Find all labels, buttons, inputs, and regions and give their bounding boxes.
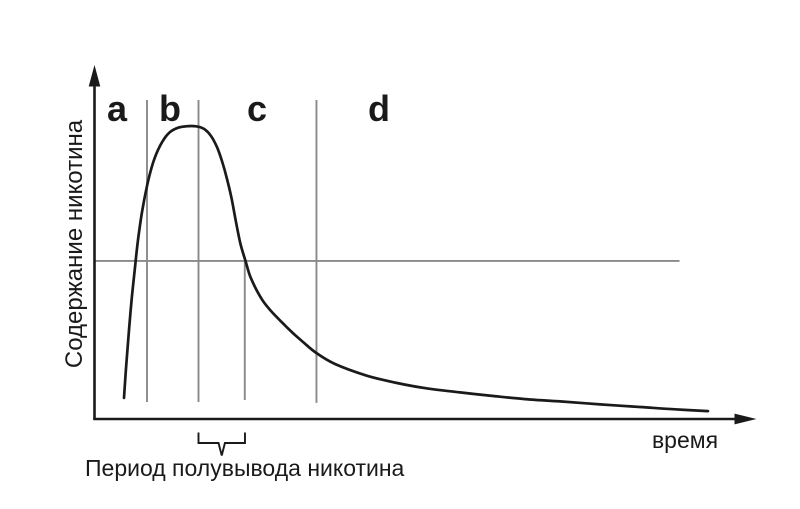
region-label-c: c — [247, 88, 267, 129]
half-life-bracket — [197, 432, 246, 456]
axis-arrowheads — [88, 65, 757, 425]
axes — [93, 84, 737, 421]
nicotine-curve — [122, 124, 710, 413]
guide-lines — [94, 99, 680, 403]
region-label-a: a — [107, 88, 128, 129]
y-axis-arrowhead — [88, 65, 101, 87]
region-label-d: d — [368, 88, 390, 129]
y-axis-title: Содержание никотина — [61, 119, 88, 368]
half-life-caption: Период полувывода никотина — [85, 455, 405, 481]
x-axis-arrowhead — [734, 413, 757, 425]
x-axis-title: время — [652, 427, 718, 453]
region-label-b: b — [159, 88, 181, 129]
